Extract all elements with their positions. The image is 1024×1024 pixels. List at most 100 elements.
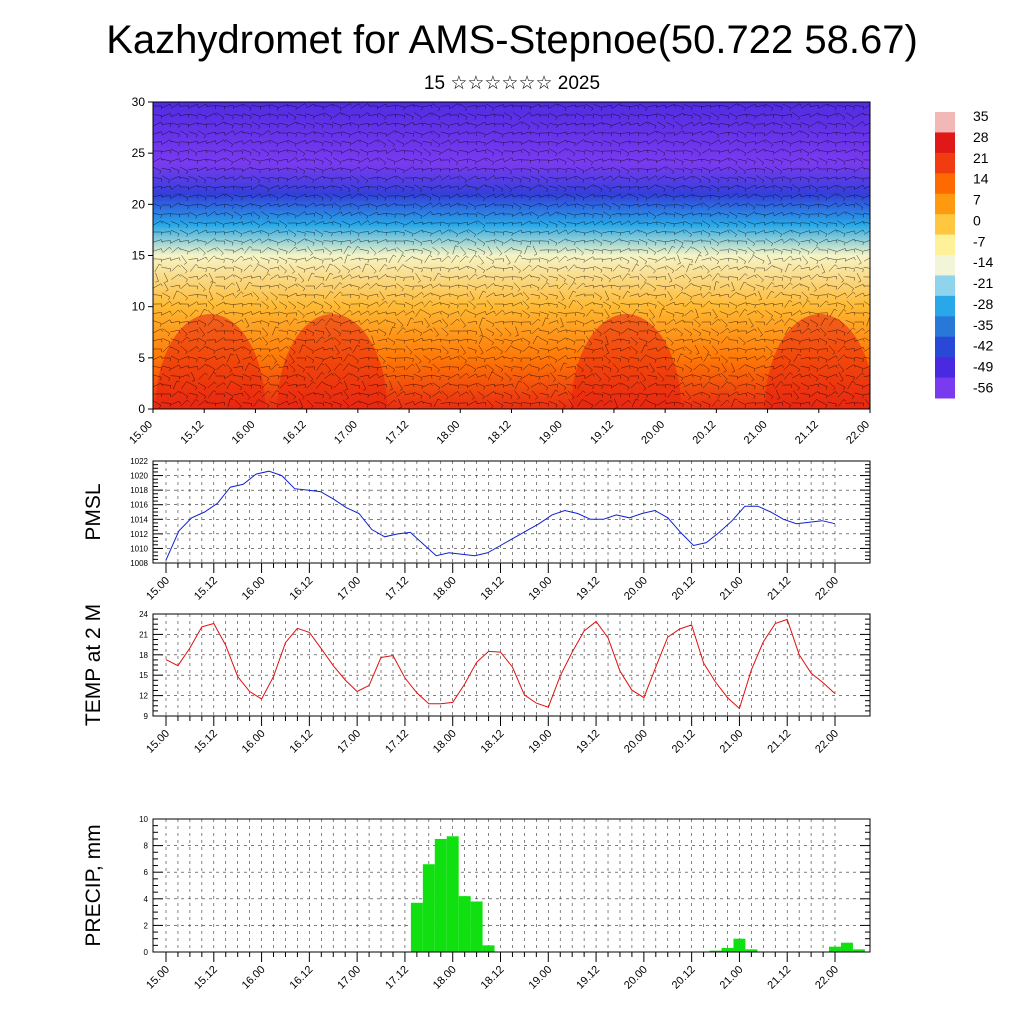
y-tick-label: 10 bbox=[139, 815, 148, 824]
precip-bar bbox=[458, 896, 471, 952]
cross-section-x-tick-label: 15.12 bbox=[178, 419, 206, 447]
pmsl-frame bbox=[152, 460, 871, 564]
y-tick-label: 24 bbox=[139, 610, 148, 619]
cross-section-x-tick-label: 20.12 bbox=[691, 419, 719, 447]
warm-surface-patch bbox=[277, 314, 388, 409]
cross-section-x-tick-label: 16.00 bbox=[230, 419, 258, 447]
precip-bar bbox=[410, 902, 423, 952]
y-tick-label: 1018 bbox=[130, 486, 148, 495]
chart-subtitle: 15 ☆☆☆☆☆☆ 2025 bbox=[423, 73, 601, 94]
colorbar-label: -14 bbox=[973, 254, 993, 270]
cross-section-y-tick-label: 0 bbox=[138, 402, 145, 416]
precip-bar bbox=[446, 836, 459, 952]
x-tick-label: 17.12 bbox=[383, 728, 411, 756]
y-tick-label: 15 bbox=[139, 671, 148, 680]
x-tick-label: 16.12 bbox=[288, 728, 316, 756]
colorbar-label: -56 bbox=[973, 379, 993, 395]
pmsl-panel: 1008 1010 1012 1014 1016 1018 1020 1022 15.00 15.… bbox=[82, 457, 871, 603]
cross-section-y-tick-label: 30 bbox=[132, 95, 146, 109]
colorbar-label: 0 bbox=[973, 212, 981, 228]
y-tick-label: 1012 bbox=[130, 530, 148, 539]
y-tick-label: 0 bbox=[144, 948, 149, 957]
x-tick-label: 18.00 bbox=[431, 575, 459, 603]
colorbar-label: -28 bbox=[973, 296, 993, 312]
x-tick-label: 17.00 bbox=[335, 575, 363, 603]
y-tick-label: 1020 bbox=[130, 472, 148, 481]
cross-section-x-tick-label: 17.00 bbox=[332, 419, 360, 447]
wind-barbs bbox=[153, 103, 870, 409]
colorbar-swatch bbox=[935, 193, 955, 215]
colorbar-label: 7 bbox=[973, 192, 981, 208]
cross-section-y-tick-label: 20 bbox=[132, 197, 146, 211]
x-tick-label: 22.00 bbox=[813, 964, 841, 992]
x-tick-label: 19.00 bbox=[526, 728, 554, 756]
colorbar-label: 21 bbox=[973, 150, 989, 166]
x-tick-label: 16.00 bbox=[240, 575, 268, 603]
x-tick-label: 22.00 bbox=[813, 575, 841, 603]
colorbar-label: -35 bbox=[973, 317, 993, 333]
x-tick-label: 18.12 bbox=[479, 964, 507, 992]
colorbar-swatch bbox=[935, 295, 955, 317]
y-tick-label: 8 bbox=[144, 842, 149, 851]
cross-section-x-tick-label: 19.12 bbox=[588, 419, 616, 447]
colorbar-swatch bbox=[935, 234, 955, 256]
cross-section-y-tick-label: 5 bbox=[138, 351, 145, 365]
cross-section-x-tick-label: 18.12 bbox=[486, 419, 514, 447]
cross-section-x-tick-label: 16.12 bbox=[281, 419, 309, 447]
precip-bar bbox=[829, 946, 841, 952]
x-tick-label: 19.00 bbox=[526, 575, 554, 603]
colorbar-label: -7 bbox=[973, 233, 986, 249]
precip-bar bbox=[422, 864, 435, 952]
colorbar-swatch bbox=[935, 377, 955, 399]
x-tick-label: 15.00 bbox=[144, 964, 172, 992]
x-tick-label: 20.00 bbox=[622, 964, 650, 992]
precip-axis-title: PRECIP, mm bbox=[82, 824, 105, 946]
x-tick-label: 21.12 bbox=[765, 728, 793, 756]
x-tick-label: 16.12 bbox=[288, 964, 316, 992]
x-tick-label: 21.00 bbox=[718, 575, 746, 603]
x-tick-label: 15.00 bbox=[144, 728, 172, 756]
x-tick-label: 19.12 bbox=[574, 575, 602, 603]
x-tick-label: 21.12 bbox=[765, 964, 793, 992]
precip-bar bbox=[733, 938, 746, 952]
colorbar-swatch bbox=[935, 255, 955, 276]
x-tick-label: 20.12 bbox=[670, 728, 698, 756]
colorbar-label: -21 bbox=[973, 275, 993, 291]
y-tick-label: 1008 bbox=[130, 559, 148, 568]
precip-frame bbox=[152, 818, 871, 953]
precip-bar bbox=[482, 945, 495, 952]
cross-section-x-tick-label: 20.00 bbox=[639, 419, 667, 447]
x-tick-label: 20.00 bbox=[622, 728, 650, 756]
x-tick-label: 17.12 bbox=[383, 575, 411, 603]
temperature-field bbox=[153, 102, 870, 409]
x-tick-label: 20.00 bbox=[622, 575, 650, 603]
colorbar-swatch bbox=[935, 132, 955, 154]
precip-bar bbox=[852, 949, 865, 952]
precip-panel: 0 2 4 6 8 10 15.00 15.12 16.00 16.12 17.00 17.12 18.… bbox=[82, 815, 871, 992]
x-tick-label: 15.12 bbox=[192, 728, 220, 756]
x-tick-label: 21.12 bbox=[765, 575, 793, 603]
cross-section-x-tick-label: 17.12 bbox=[383, 419, 411, 447]
x-tick-label: 22.00 bbox=[813, 728, 841, 756]
colorbar-swatch bbox=[935, 316, 955, 338]
colorbar-swatch bbox=[935, 357, 955, 379]
x-tick-label: 20.12 bbox=[670, 964, 698, 992]
x-tick-label: 18.12 bbox=[479, 575, 507, 603]
y-tick-label: 21 bbox=[139, 630, 148, 639]
x-tick-label: 15.00 bbox=[144, 575, 172, 603]
x-tick-label: 15.12 bbox=[192, 575, 220, 603]
cross-section-x-tick-label: 21.00 bbox=[742, 419, 770, 447]
cross-section-heatmap: 0 5 10 15 20 25 30 15.00 15.12 16.00 16.12 17.00 17.… bbox=[127, 95, 872, 447]
x-tick-label: 19.00 bbox=[526, 964, 554, 992]
x-tick-label: 17.12 bbox=[383, 964, 411, 992]
cross-section-x-tick-label: 19.00 bbox=[537, 419, 565, 447]
warm-surface-patch bbox=[764, 314, 870, 409]
cross-section-x-tick-label: 15.00 bbox=[127, 419, 155, 447]
temp2m-axis-title: TEMP at 2 M bbox=[82, 604, 105, 726]
y-tick-label: 1016 bbox=[130, 501, 148, 510]
x-tick-label: 17.00 bbox=[335, 728, 363, 756]
x-tick-label: 16.00 bbox=[240, 964, 268, 992]
y-tick-label: 12 bbox=[139, 692, 148, 701]
x-tick-label: 15.12 bbox=[192, 964, 220, 992]
x-tick-label: 18.00 bbox=[431, 964, 459, 992]
